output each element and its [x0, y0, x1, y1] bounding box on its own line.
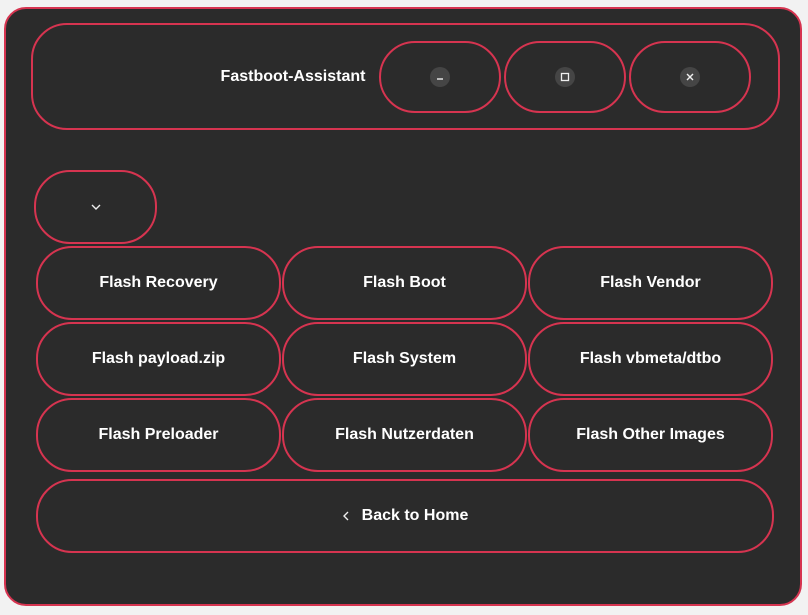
- flash-boot-button[interactable]: Flash Boot: [282, 246, 527, 320]
- chevron-down-icon: [90, 198, 102, 216]
- window-title: Fastboot-Assistant: [220, 68, 366, 85]
- maximize-icon: [555, 67, 575, 87]
- flash-nutzerdaten-button[interactable]: Flash Nutzerdaten: [282, 398, 527, 472]
- back-to-home-label: Back to Home: [361, 507, 469, 524]
- flash-payload-button[interactable]: Flash payload.zip: [36, 322, 281, 396]
- close-icon: [680, 67, 700, 87]
- flash-preloader-button[interactable]: Flash Preloader: [36, 398, 281, 472]
- minimize-button[interactable]: [379, 41, 501, 113]
- flash-system-button[interactable]: Flash System: [282, 322, 527, 396]
- back-to-home-button[interactable]: Back to Home: [36, 479, 774, 553]
- flash-recovery-button[interactable]: Flash Recovery: [36, 246, 281, 320]
- minimize-icon: [430, 67, 450, 87]
- flash-vendor-button[interactable]: Flash Vendor: [528, 246, 773, 320]
- close-button[interactable]: [629, 41, 751, 113]
- maximize-button[interactable]: [504, 41, 626, 113]
- header-bar: Fastboot-Assistant: [31, 23, 780, 130]
- menu-dropdown-button[interactable]: [34, 170, 157, 244]
- chevron-left-icon: [342, 510, 350, 522]
- flash-other-images-button[interactable]: Flash Other Images: [528, 398, 773, 472]
- app-window: Fastboot-Assistant Flash Recovery Flash …: [4, 7, 802, 606]
- flash-vbmeta-dtbo-button[interactable]: Flash vbmeta/dtbo: [528, 322, 773, 396]
